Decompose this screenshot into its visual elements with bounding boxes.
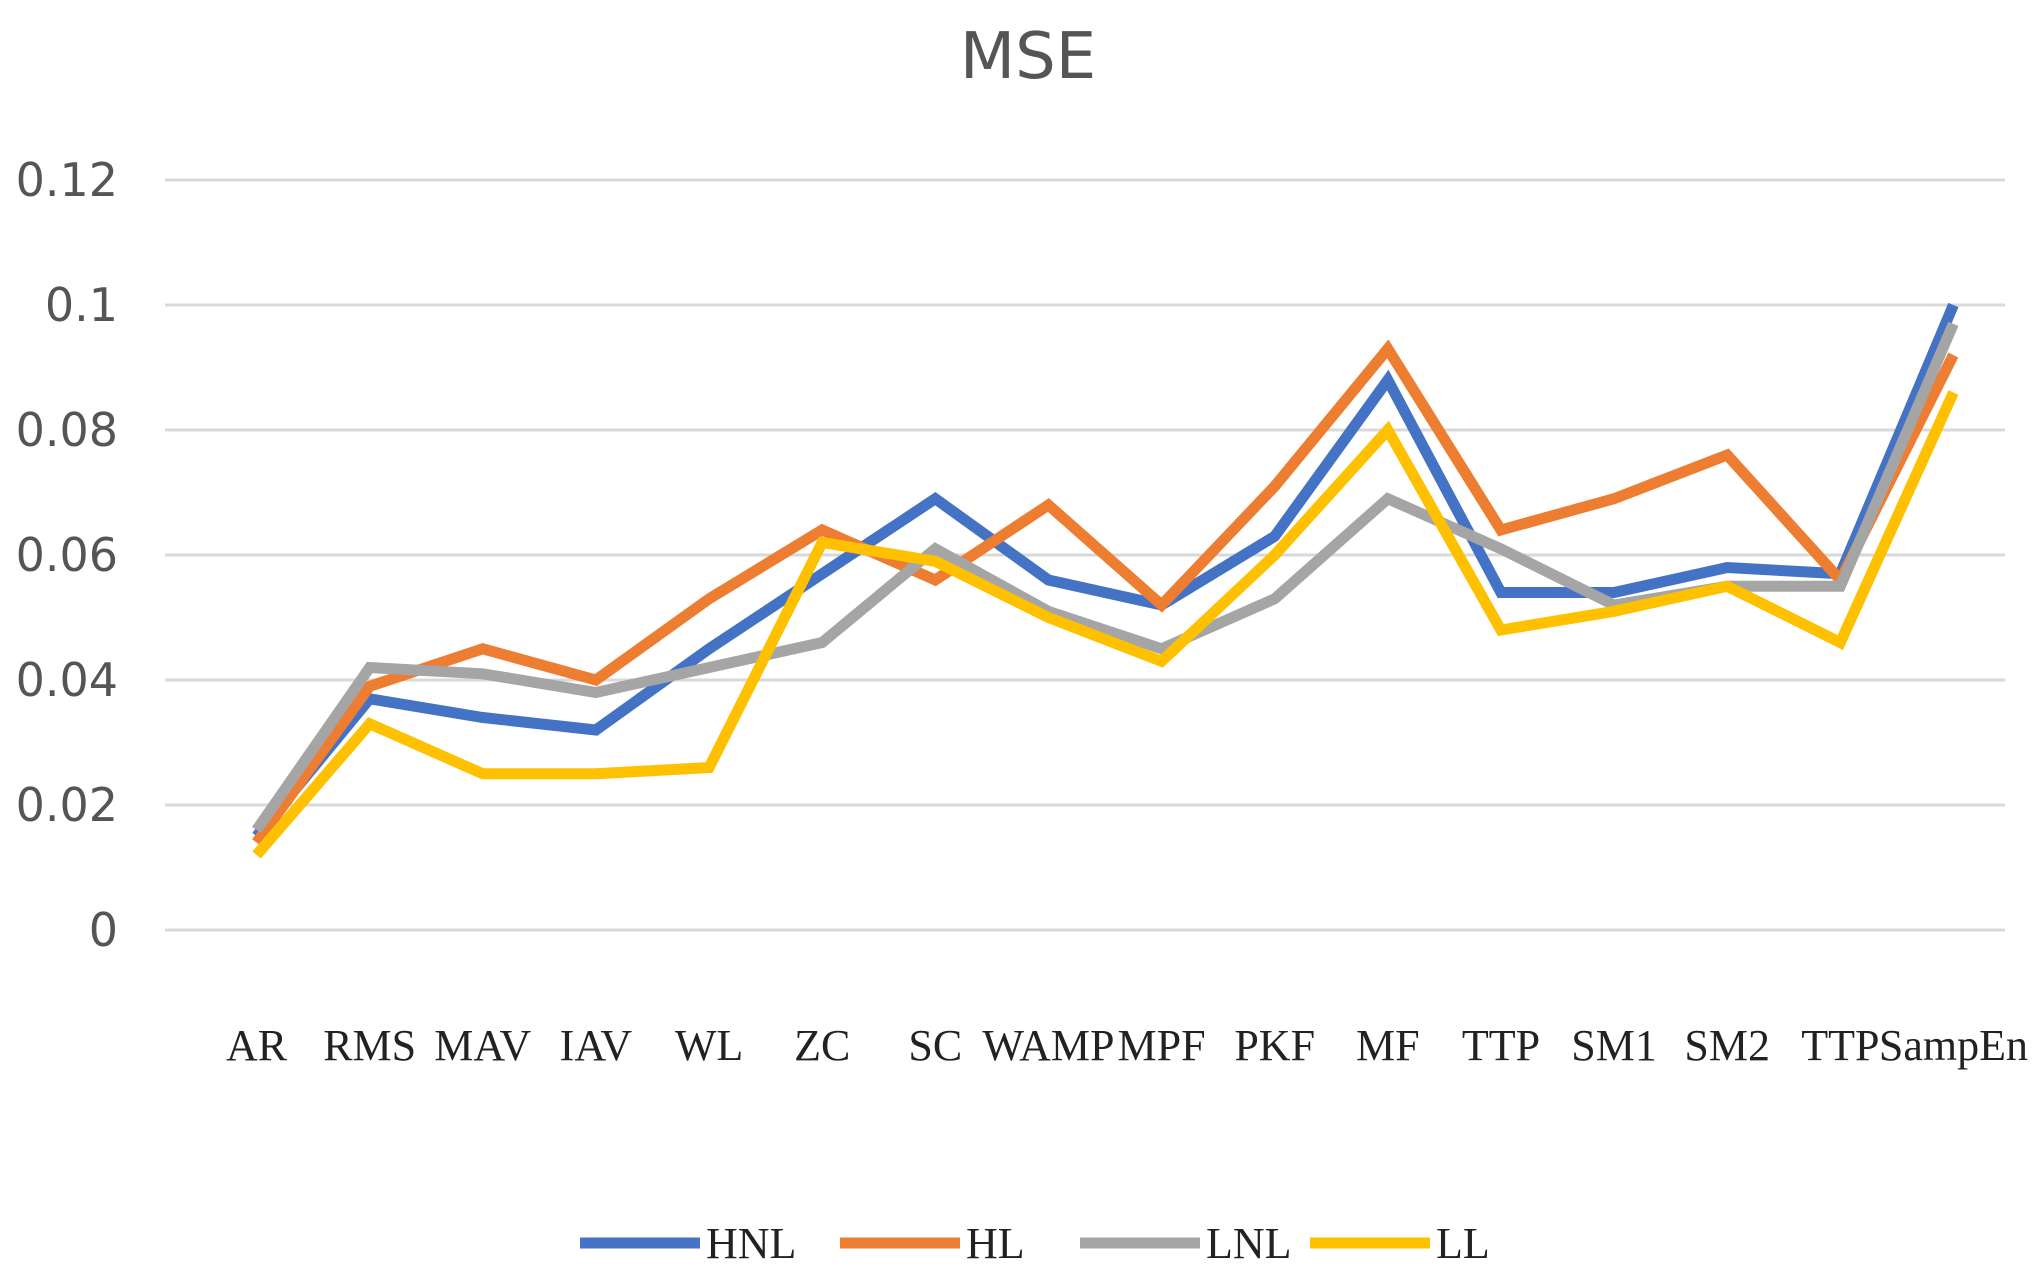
y-tick-label: 0.1 bbox=[45, 278, 118, 332]
x-tick-label: SC bbox=[908, 1021, 962, 1070]
x-tick-label: TTP bbox=[1462, 1021, 1540, 1070]
legend: HNL HL LNL LL bbox=[580, 1219, 1490, 1268]
y-tick-label: 0.02 bbox=[16, 778, 118, 832]
x-tick-label: AR bbox=[226, 1021, 288, 1070]
x-tick-label: SM2 bbox=[1684, 1021, 1770, 1070]
x-tick-label: MPF bbox=[1118, 1021, 1206, 1070]
legend-label-lnl: LNL bbox=[1206, 1219, 1292, 1268]
series-lines bbox=[252, 302, 1959, 859]
x-tick-label: SM1 bbox=[1571, 1021, 1657, 1070]
x-tick-label: WL bbox=[675, 1021, 743, 1070]
x-tick-label: SampEn bbox=[1879, 1021, 2028, 1070]
y-axis-ticks: 0 0.02 0.04 0.06 0.08 0.1 0.12 bbox=[16, 153, 118, 957]
x-tick-label: PKF bbox=[1234, 1021, 1315, 1070]
y-tick-label: 0.12 bbox=[16, 153, 118, 207]
x-tick-label: IAV bbox=[560, 1021, 633, 1070]
series-line-hl bbox=[252, 339, 1959, 846]
legend-label-hl: HL bbox=[966, 1219, 1025, 1268]
y-tick-label: 0.06 bbox=[16, 528, 118, 582]
y-tick-label: 0 bbox=[89, 903, 118, 957]
series-line-hnl bbox=[252, 302, 1959, 840]
gridlines bbox=[165, 178, 2005, 932]
x-tick-label: ZC bbox=[794, 1021, 850, 1070]
x-tick-label: RMS bbox=[323, 1021, 416, 1070]
legend-label-ll: LL bbox=[1436, 1219, 1490, 1268]
x-tick-label: TTP bbox=[1801, 1021, 1879, 1070]
x-tick-label: MAV bbox=[434, 1021, 531, 1070]
x-axis-ticks: AR RMS MAV IAV WL ZC SC WAMP MPF PKF MF TTP SM1 SM2 TT… bbox=[226, 1021, 2028, 1070]
series-line-ll bbox=[252, 390, 1959, 859]
legend-label-hnl: HNL bbox=[706, 1219, 796, 1268]
x-tick-label: WAMP bbox=[982, 1021, 1114, 1070]
y-tick-label: 0.04 bbox=[16, 653, 118, 707]
chart-title: MSE bbox=[960, 20, 1096, 94]
y-tick-label: 0.08 bbox=[16, 403, 118, 457]
x-tick-label: MF bbox=[1356, 1021, 1420, 1070]
